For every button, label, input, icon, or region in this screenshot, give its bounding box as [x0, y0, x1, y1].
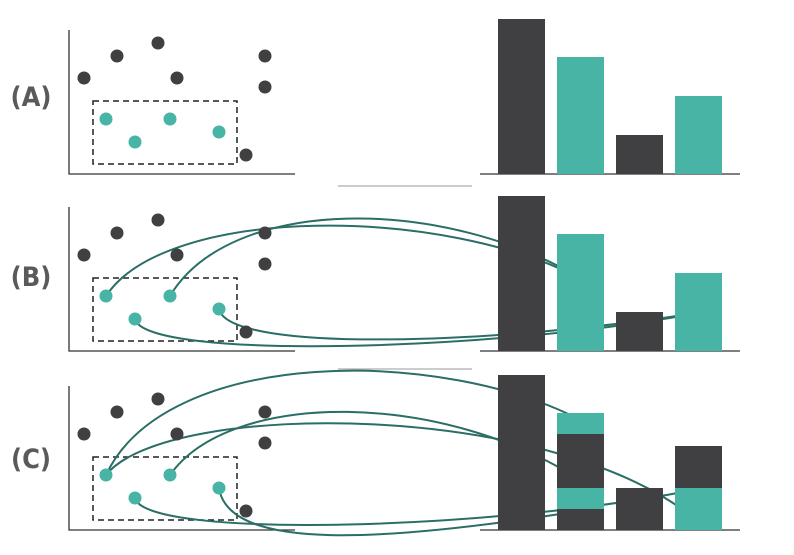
scatter-point[interactable] — [239, 325, 253, 339]
bar-segment[interactable] — [675, 488, 722, 530]
scatter-point-selected[interactable] — [99, 112, 113, 126]
scatter-point-selected[interactable] — [99, 468, 113, 482]
bar-segment[interactable] — [675, 446, 722, 488]
scatter-point[interactable] — [110, 405, 124, 419]
scatter-point[interactable] — [151, 392, 165, 406]
scatter-point-selected[interactable] — [212, 125, 226, 139]
bar-segment[interactable] — [557, 57, 604, 174]
scatter-point[interactable] — [258, 405, 272, 419]
link-curve — [105, 422, 704, 527]
scatter-point[interactable] — [258, 226, 272, 240]
panel-c: (C) — [11, 369, 740, 537]
link-curve — [134, 487, 704, 526]
scatter-point-selected[interactable] — [128, 312, 142, 326]
bar-chart — [498, 196, 722, 351]
scatter-axes — [68, 30, 295, 175]
panel-label-a: (A) — [10, 82, 51, 113]
scatter-point[interactable] — [77, 427, 91, 441]
bar-segment[interactable] — [616, 135, 663, 174]
bar-segment[interactable] — [557, 234, 604, 351]
scatter-points — [77, 392, 272, 518]
scatter-point[interactable] — [258, 436, 272, 450]
scatter-point-selected[interactable] — [212, 302, 226, 316]
scatter-point[interactable] — [258, 80, 272, 94]
panel-label-c: (C) — [11, 444, 51, 475]
bar-segment[interactable] — [616, 488, 663, 530]
scatter-point-selected[interactable] — [99, 289, 113, 303]
bar-segment[interactable] — [498, 375, 545, 530]
bar-chart — [498, 375, 722, 530]
scatter-points — [77, 213, 272, 339]
selection-box[interactable] — [92, 100, 238, 165]
bar-segment[interactable] — [498, 19, 545, 174]
separator-lines — [338, 185, 472, 370]
panel-a: (A) — [10, 19, 740, 175]
selection-box[interactable] — [92, 456, 238, 521]
scatter-point-selected[interactable] — [163, 468, 177, 482]
bar-segment[interactable] — [557, 413, 604, 434]
bar-segment[interactable] — [675, 273, 722, 351]
scatter-point[interactable] — [170, 427, 184, 441]
scatter-point-selected[interactable] — [163, 112, 177, 126]
scatter-point[interactable] — [258, 49, 272, 63]
scatter-axes — [68, 207, 295, 352]
scatter-point[interactable] — [239, 148, 253, 162]
scatter-point[interactable] — [110, 49, 124, 63]
link-curve — [134, 311, 704, 348]
scatter-point[interactable] — [239, 504, 253, 518]
link-curves — [105, 217, 704, 348]
bar-segment[interactable] — [498, 196, 545, 351]
scatter-point[interactable] — [77, 248, 91, 262]
scatter-point[interactable] — [110, 226, 124, 240]
scatter-point[interactable] — [77, 71, 91, 85]
bar-chart — [498, 19, 722, 174]
scatter-points — [77, 36, 272, 162]
bar-segment[interactable] — [675, 96, 722, 174]
scatter-point-selected[interactable] — [128, 135, 142, 149]
bar-segment[interactable] — [616, 312, 663, 351]
scatter-point-selected[interactable] — [212, 481, 226, 495]
scatter-axes — [68, 386, 295, 531]
bar-segment[interactable] — [557, 488, 604, 509]
scatter-point-selected[interactable] — [128, 491, 142, 505]
link-curves — [105, 369, 704, 537]
panel-label-b: (B) — [11, 262, 52, 293]
scatter-point-selected[interactable] — [163, 289, 177, 303]
scatter-point[interactable] — [258, 257, 272, 271]
bar-segment[interactable] — [557, 434, 604, 488]
scatter-point[interactable] — [170, 71, 184, 85]
scatter-point[interactable] — [151, 213, 165, 227]
panel-b: (B) — [11, 196, 740, 352]
selection-box[interactable] — [92, 277, 238, 342]
scatter-point[interactable] — [151, 36, 165, 50]
bar-segment[interactable] — [557, 509, 604, 530]
scatter-point[interactable] — [170, 248, 184, 262]
